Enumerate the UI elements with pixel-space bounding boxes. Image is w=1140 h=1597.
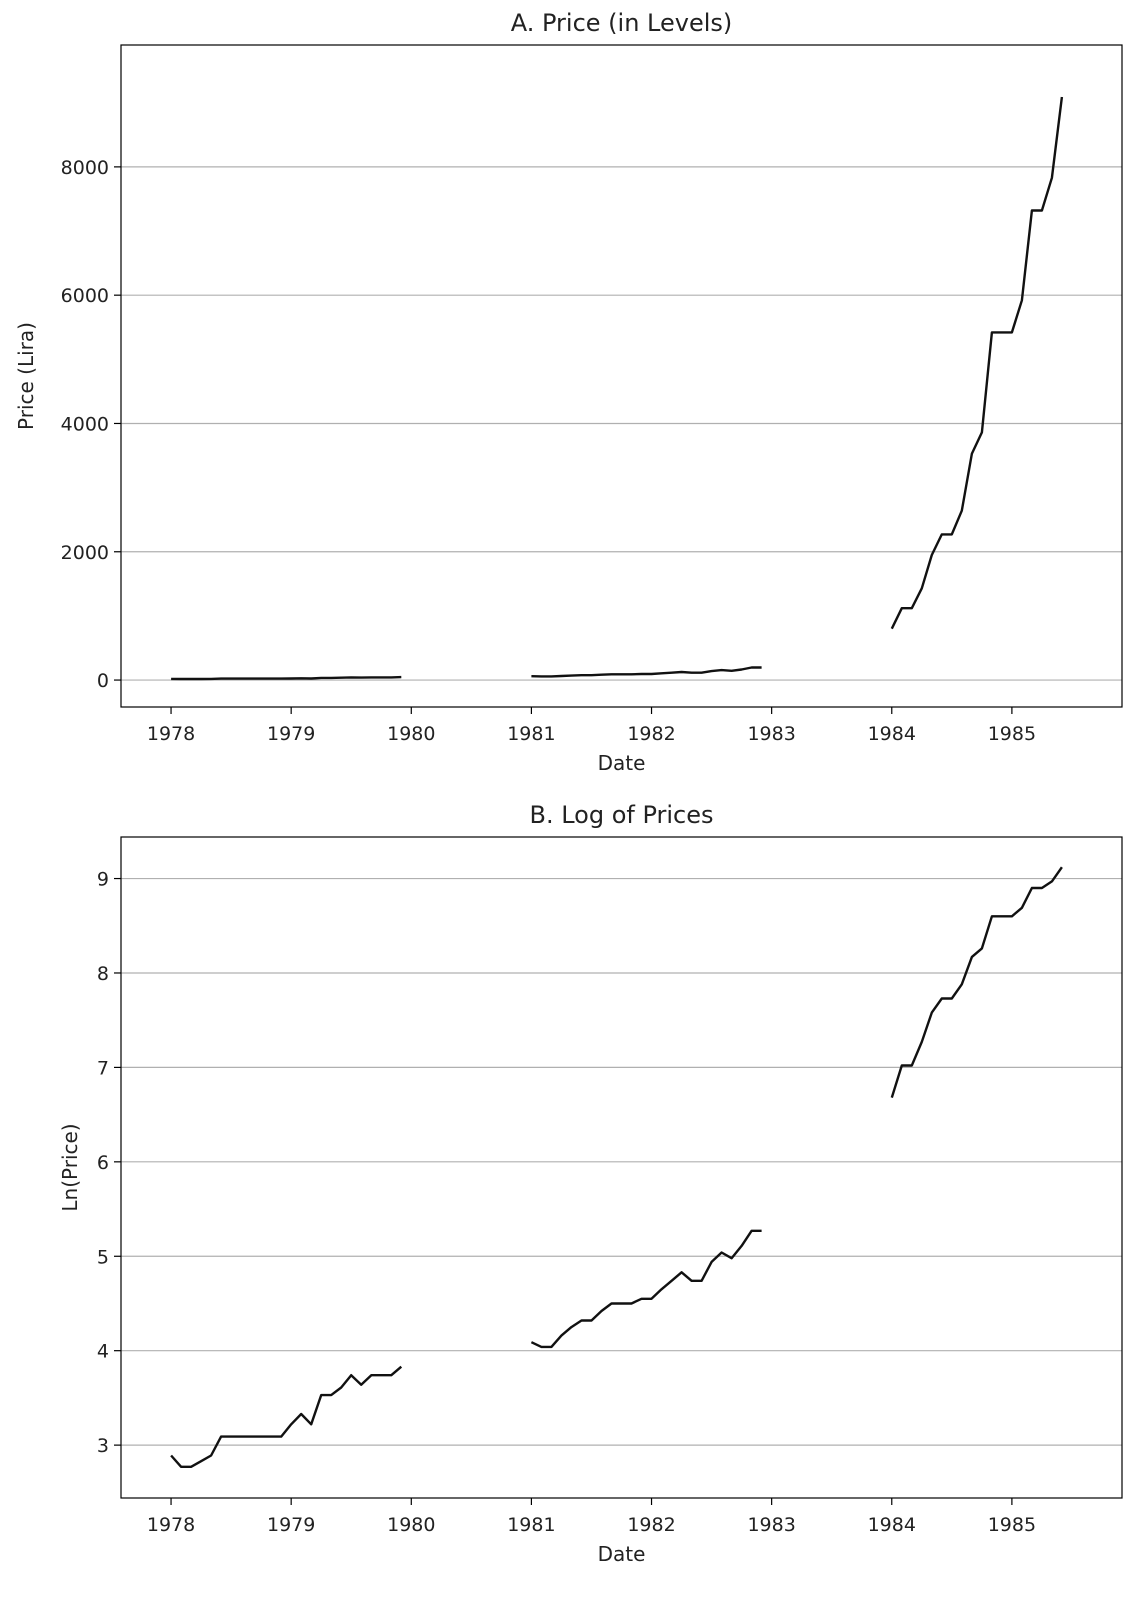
x-tick-label: 1983 [747,723,795,745]
y-tick-label: 0 [97,670,109,692]
plot-frame [120,836,1123,1499]
panel-a: 1978 1979 1980 1981 1982 1983 1984 1985 0 2000 40… [14,9,1123,775]
x-axis-label: Date [598,751,646,775]
y-tick-label: 5 [97,1246,109,1268]
y-gridlines [121,877,1122,1446]
panel-b: 1978 1979 1980 1981 1982 1983 1984 1985 3 4 5 6 7 8 9… [58,801,1123,1566]
x-tick-label: 1978 [147,723,195,745]
x-tick-label: 1982 [627,1514,675,1536]
chart-title: A. Price (in Levels) [511,9,733,37]
plot-frame [120,44,1123,708]
series-segment [170,1365,403,1469]
x-tick-label: 1979 [267,1514,315,1536]
y-axis-ticks: 0 2000 4000 6000 8000 [61,157,121,692]
x-axis-label: Date [598,1542,646,1566]
x-tick-label: 1980 [387,723,435,745]
y-tick-label: 7 [97,1057,109,1079]
series-segment [530,1229,762,1349]
y-tick-label: 4000 [61,413,109,435]
series-segment [531,666,762,678]
x-axis-ticks: 1978 1979 1980 1981 1982 1983 1984 1985 [147,707,1036,745]
y-tick-label: 4 [97,1341,109,1363]
x-tick-label: 1984 [868,723,916,745]
x-tick-label: 1982 [627,723,675,745]
y-tick-label: 6 [97,1152,109,1174]
x-tick-label: 1985 [988,1514,1036,1536]
series-segment [171,675,402,681]
x-tick-label: 1979 [267,723,315,745]
x-tick-label: 1980 [387,1514,435,1536]
x-tick-label: 1985 [988,723,1036,745]
series-segment [890,866,1063,1098]
y-axis-ticks: 3 4 5 6 7 8 9 [97,869,121,1457]
y-tick-label: 6000 [61,285,109,307]
chart-title: B. Log of Prices [529,801,713,829]
y-tick-label: 9 [97,869,109,891]
x-tick-label: 1983 [747,1514,795,1536]
price-line [171,96,1064,681]
y-tick-label: 8 [97,963,109,985]
y-axis-label: Ln(Price) [58,1123,82,1211]
log-price-line [170,866,1063,1469]
y-tick-label: 8000 [61,157,109,179]
x-tick-label: 1981 [507,723,555,745]
y-gridlines [121,166,1122,681]
x-axis-ticks: 1978 1979 1980 1981 1982 1983 1984 1985 [147,1498,1036,1536]
x-tick-label: 1978 [147,1514,195,1536]
x-tick-label: 1981 [507,1514,555,1536]
series-segment [890,96,1064,630]
y-tick-label: 3 [97,1435,109,1457]
y-tick-label: 2000 [61,542,109,564]
y-axis-label: Price (Lira) [14,322,38,430]
x-tick-label: 1984 [868,1514,916,1536]
